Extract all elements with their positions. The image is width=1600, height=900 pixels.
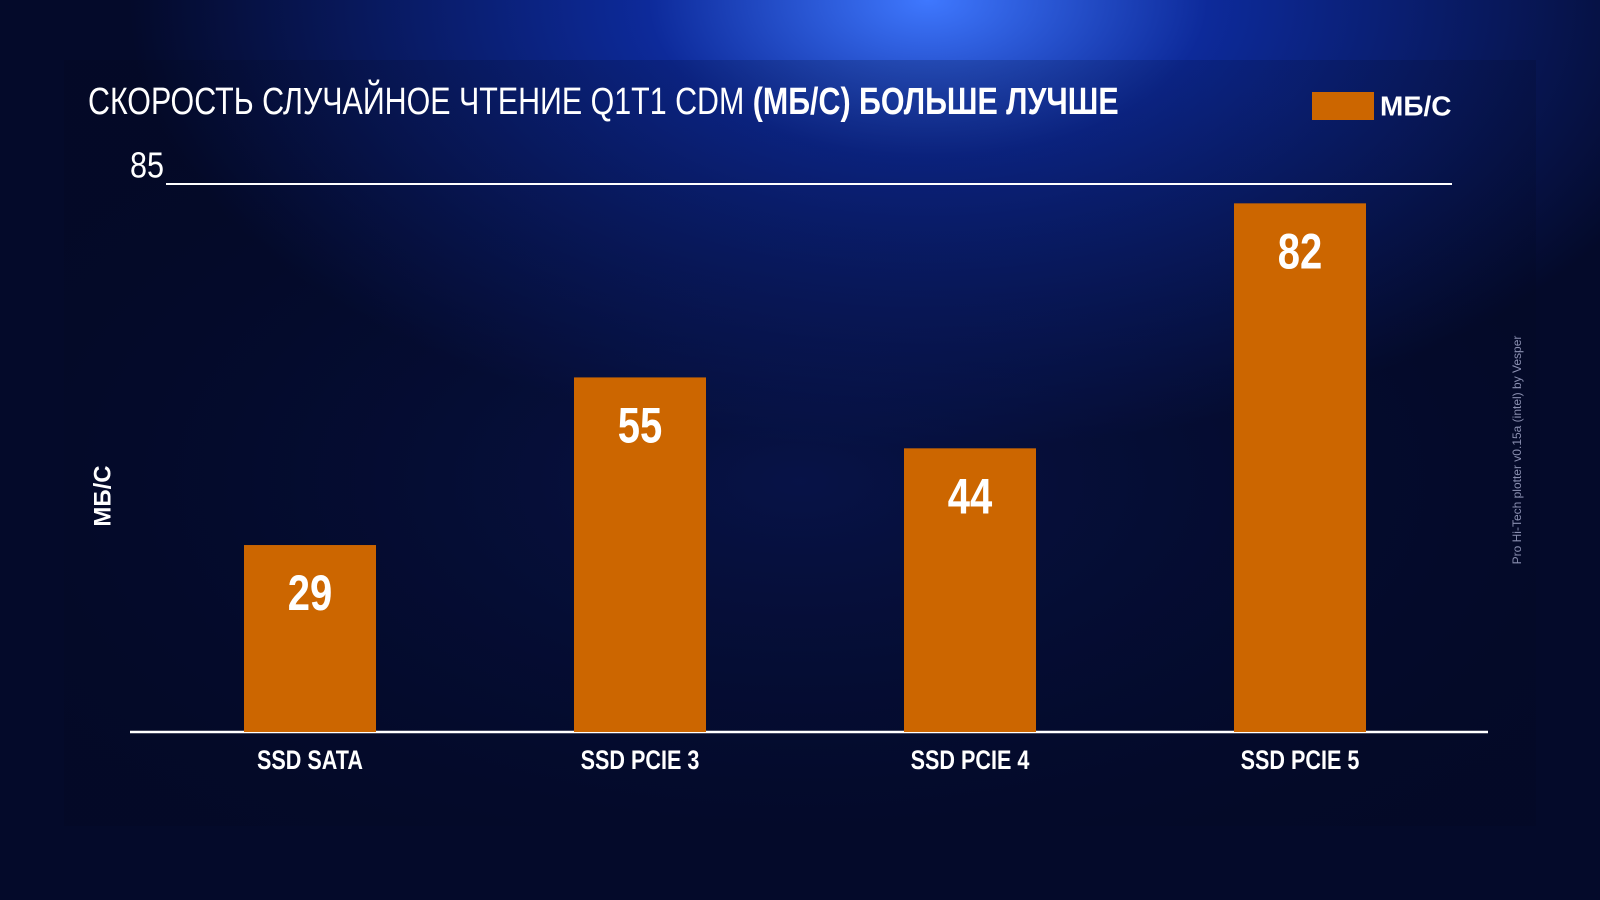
bar [1234, 203, 1366, 732]
legend-label: МБ/С [1380, 90, 1451, 121]
data-label: 44 [948, 468, 992, 524]
bar [244, 545, 376, 732]
x-tick-label: SSD PCIE 3 [581, 746, 700, 776]
y-tick-label: 85 [130, 146, 164, 186]
data-label: 82 [1278, 223, 1322, 279]
watermark: Pro Hi-Tech plotter v0.15a (intel) by Ve… [1510, 336, 1524, 565]
title-regular: СКОРОСТЬ СЛУЧАЙНОЕ ЧТЕНИЕ Q1T1 CDM [88, 79, 744, 123]
x-tick-label: SSD PCIE 4 [911, 746, 1030, 776]
x-tick-label: SSD SATA [257, 746, 363, 776]
bar [904, 448, 1036, 732]
chart-title: СКОРОСТЬ СЛУЧАЙНОЕ ЧТЕНИЕ Q1T1 CDM (МБ/С… [88, 79, 1119, 123]
title-bold: (МБ/С) БОЛЬШЕ ЛУЧШЕ [753, 81, 1119, 123]
y-axis-label: МБ/С [89, 465, 116, 526]
bar [574, 377, 706, 732]
data-label: 29 [288, 565, 332, 621]
legend-swatch [1312, 92, 1374, 120]
data-label: 55 [618, 397, 662, 453]
x-tick-label: SSD PCIE 5 [1241, 746, 1360, 776]
